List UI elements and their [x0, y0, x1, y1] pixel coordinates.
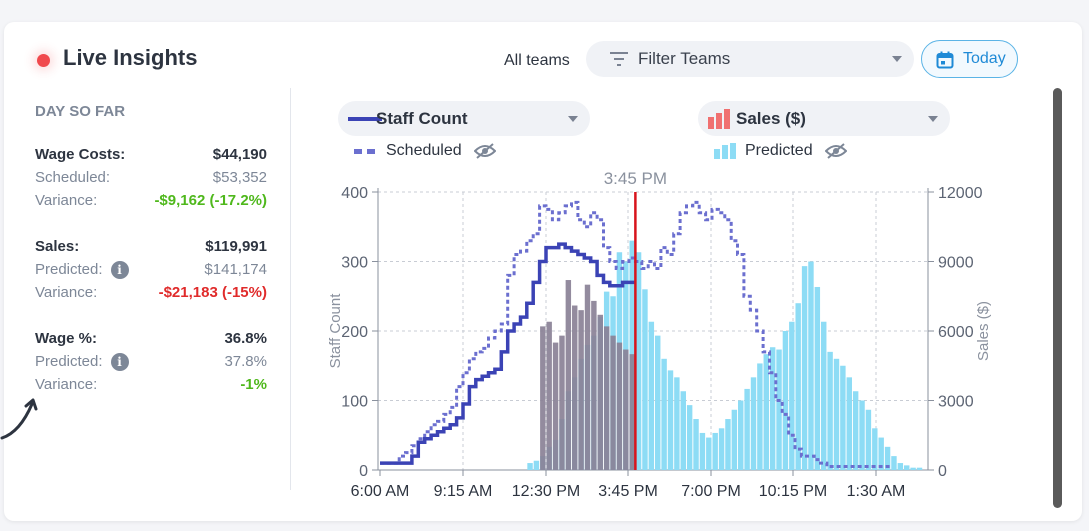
curved-arrow-icon: [0, 398, 38, 440]
wage-pct-variance-label: Variance:: [35, 376, 98, 393]
bar-chart-icon: [708, 109, 730, 129]
sales-variance-value: -$21,183 (-15%): [158, 284, 267, 301]
wage-costs-metric: Wage Costs: $44,190 Scheduled: $53,352 Var…: [35, 143, 267, 212]
chevron-down-icon: [892, 56, 902, 62]
day-so-far-label: DAY SO FAR: [35, 103, 126, 120]
wage-pct-label: Wage %:: [35, 330, 97, 347]
predicted-label: Predicted: [745, 142, 813, 159]
all-teams-label: All teams: [504, 52, 570, 69]
sales-label: Sales ($): [736, 109, 806, 128]
dashed-line-icon: [354, 149, 375, 154]
today-label: Today: [963, 50, 1006, 67]
wage-pct-value: 36.8%: [224, 330, 267, 347]
wage-pct-predicted-value: 37.8%: [224, 353, 267, 370]
scheduled-label: Scheduled: [386, 142, 462, 159]
today-button[interactable]: Today: [921, 40, 1018, 78]
calendar-icon: [936, 51, 954, 69]
solid-line-icon: [348, 117, 382, 121]
wage-variance-value: -$9,162 (-17.2%): [154, 192, 267, 209]
wage-pct-variance-value: -1%: [240, 376, 267, 393]
predicted-legend[interactable]: Predicted: [714, 142, 847, 160]
sales-predicted-label: Predicted:: [35, 261, 103, 278]
wage-costs-value: $44,190: [212, 146, 267, 163]
sales-select[interactable]: Sales ($): [698, 101, 950, 136]
live-indicator-icon: [37, 54, 50, 67]
sales-variance-label: Variance:: [35, 284, 98, 301]
filter-teams-label: Filter Teams: [638, 49, 731, 68]
info-icon[interactable]: i: [110, 352, 129, 371]
sales-predicted-value: $141,174: [204, 261, 267, 278]
sales-label: Sales:: [35, 238, 80, 255]
wage-scheduled-label: Scheduled:: [35, 169, 111, 186]
wage-scheduled-value: $53,352: [212, 169, 267, 186]
info-icon[interactable]: i: [110, 260, 129, 279]
eye-off-icon[interactable]: [824, 143, 847, 159]
sales-metric: Sales: $119,991 Predicted: i $141,174 Varia…: [35, 235, 267, 304]
scheduled-legend[interactable]: Scheduled: [354, 142, 496, 160]
wage-variance-label: Variance:: [35, 192, 98, 209]
wage-costs-label: Wage Costs:: [35, 146, 126, 163]
filter-teams-dropdown[interactable]: Filter Teams: [586, 41, 914, 77]
bar-chart-icon: [714, 143, 736, 159]
panel-divider: [290, 88, 291, 490]
chevron-down-icon: [928, 116, 938, 122]
sales-value: $119,991: [205, 238, 267, 255]
page-title: Live Insights: [63, 45, 198, 70]
wage-pct-predicted-label: Predicted:: [35, 353, 103, 370]
eye-off-icon[interactable]: [473, 143, 496, 159]
wage-pct-metric: Wage %: 36.8% Predicted: i 37.8% Variance: -…: [35, 327, 267, 396]
filter-icon: [610, 52, 628, 66]
scrollbar-thumb[interactable]: [1053, 88, 1062, 508]
staff-count-label: Staff Count: [376, 109, 468, 128]
chevron-down-icon: [568, 116, 578, 122]
staff-count-select[interactable]: Staff Count: [338, 101, 590, 136]
